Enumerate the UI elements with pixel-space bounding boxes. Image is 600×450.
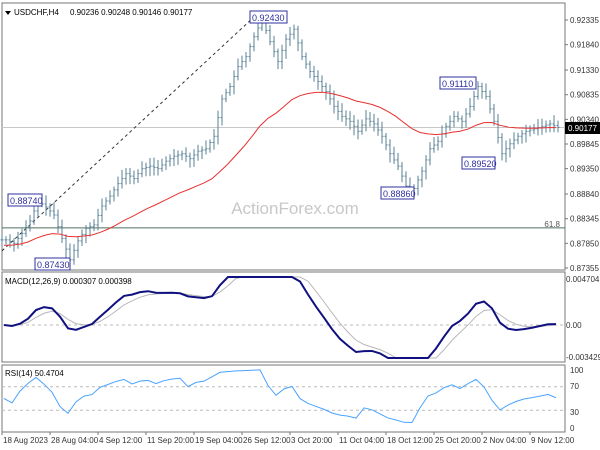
watermark: ActionForex.com bbox=[231, 199, 359, 218]
symbol-title: USDCHF,H4 bbox=[14, 8, 59, 17]
price-annotation-label: 0.88860 bbox=[383, 189, 416, 199]
price-annotation-box bbox=[380, 186, 415, 200]
macd-tick-label: -0.003429 bbox=[566, 353, 600, 362]
time-tick-label: 11 Oct 04:00 bbox=[339, 436, 385, 445]
rsi-tick-label: 0 bbox=[570, 424, 575, 433]
rsi-panel bbox=[1, 364, 566, 433]
macd-tick-label: 0.004704 bbox=[566, 275, 600, 284]
price-tick-label: 0.90835 bbox=[570, 91, 599, 100]
time-tick-label: 19 Sep 04:00 bbox=[195, 436, 243, 445]
price-tick-label: 0.91330 bbox=[570, 66, 599, 75]
price-annotation-label: 0.89520 bbox=[464, 159, 497, 169]
macd-line bbox=[3, 276, 557, 359]
price-tick-label: 0.90340 bbox=[570, 115, 599, 124]
trend-line bbox=[1, 12, 259, 252]
dropdown-icon[interactable] bbox=[5, 11, 11, 15]
time-tick-label: 18 Aug 2023 bbox=[3, 436, 48, 445]
price-annotation-box bbox=[7, 193, 43, 207]
price-annotation-label: 0.91110 bbox=[442, 79, 473, 89]
price-annotation-label: 0.87430 bbox=[37, 260, 70, 270]
price-tick-label: 0.88840 bbox=[570, 190, 599, 199]
current-price-box bbox=[565, 122, 600, 134]
time-tick-label: 28 Aug 04:00 bbox=[51, 436, 99, 445]
fib-label: 61.8 bbox=[544, 220, 560, 229]
time-tick-label: 4 Sep 12:00 bbox=[99, 436, 143, 445]
price-tick-label: 0.87850 bbox=[570, 239, 599, 248]
rsi-tick-label: 100 bbox=[570, 366, 584, 375]
ohlc-readout: 0.90236 0.90248 0.90146 0.90177 bbox=[70, 8, 193, 17]
price-tick-label: 0.91840 bbox=[570, 41, 599, 50]
price-tick-label: 0.87355 bbox=[570, 264, 599, 273]
rsi-line bbox=[3, 369, 557, 424]
macd-panel bbox=[1, 271, 566, 363]
time-tick-label: 3 Oct 20:00 bbox=[291, 436, 333, 445]
rsi-tick-label: 30 bbox=[570, 408, 579, 417]
price-tick-label: 0.89845 bbox=[570, 140, 599, 149]
price-tick-label: 0.88345 bbox=[570, 215, 599, 224]
macd-tick-label: 0.00 bbox=[566, 321, 582, 330]
rsi-tick-label: 70 bbox=[570, 382, 579, 391]
price-panel bbox=[1, 2, 566, 271]
price-annotation-label: 0.92430 bbox=[252, 13, 285, 23]
price-annotation-box bbox=[249, 10, 288, 24]
time-tick-label: 18 Oct 12:00 bbox=[387, 436, 433, 445]
time-tick-label: 11 Sep 20:00 bbox=[147, 436, 195, 445]
moving-average-line bbox=[3, 91, 557, 246]
price-tick-label: 0.92335 bbox=[570, 16, 599, 25]
price-tick-label: 0.89350 bbox=[570, 165, 599, 174]
time-tick-label: 9 Nov 12:00 bbox=[531, 436, 575, 445]
price-annotation-label: 0.88740 bbox=[10, 196, 43, 206]
price-annotation-box bbox=[439, 76, 477, 90]
time-tick-label: 25 Oct 20:00 bbox=[435, 436, 481, 445]
time-tick-label: 26 Sep 12:00 bbox=[243, 436, 291, 445]
current-price-label: 0.90177 bbox=[568, 124, 597, 133]
price-annotation-box bbox=[461, 156, 496, 170]
price-annotation-box bbox=[34, 257, 71, 271]
macd-title: MACD(12,26,9) 0.000307 0.000398 bbox=[5, 277, 132, 286]
time-tick-label: 2 Nov 04:00 bbox=[483, 436, 527, 445]
rsi-title: RSI(14) 50.4704 bbox=[5, 369, 64, 378]
